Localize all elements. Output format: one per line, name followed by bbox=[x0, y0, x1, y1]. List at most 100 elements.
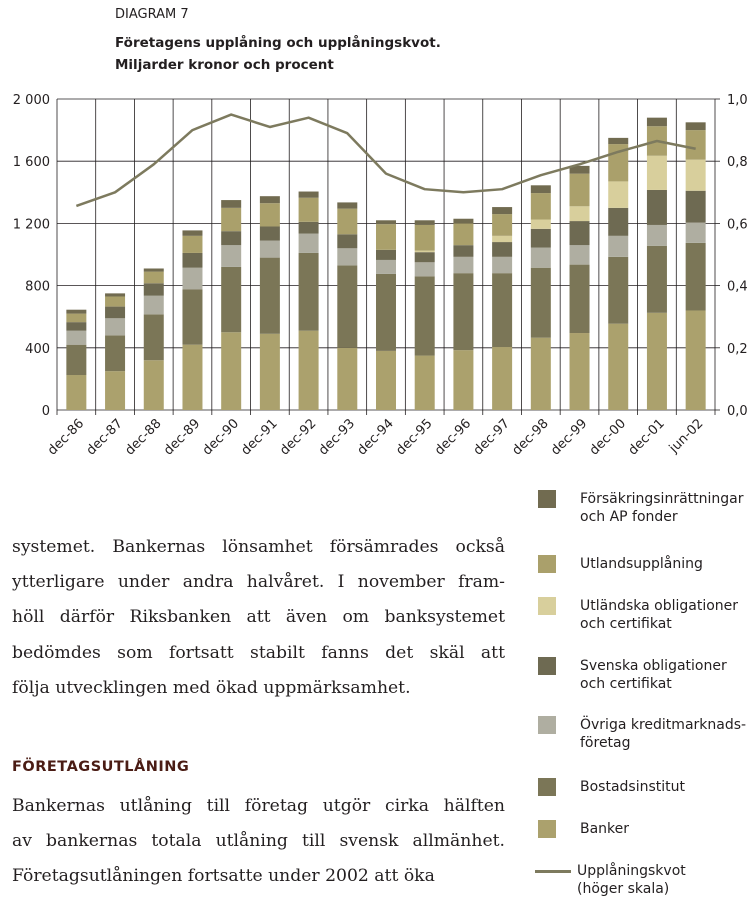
bar-segment bbox=[646, 117, 667, 127]
line-series bbox=[75, 113, 696, 208]
bar-segment bbox=[530, 337, 551, 410]
bar-segment bbox=[492, 347, 513, 410]
bar-segment bbox=[376, 350, 396, 410]
bar-segment bbox=[143, 271, 164, 284]
x-tick-label: dec-96 bbox=[432, 416, 474, 458]
bar-segment bbox=[569, 245, 590, 265]
bar-segment bbox=[105, 306, 126, 319]
x-tick-label: dec-97 bbox=[471, 416, 513, 458]
bar-segment bbox=[608, 323, 629, 410]
legend-label: Svenska obligationer och certifikat bbox=[580, 658, 727, 692]
bar-segment bbox=[492, 273, 513, 348]
bar-segment bbox=[259, 203, 280, 227]
x-tick-label: dec-98 bbox=[509, 416, 551, 458]
y-tick-label: 800 bbox=[25, 280, 50, 295]
bar-segment bbox=[337, 234, 358, 249]
legend-label: Utländska obligationer och certifikat bbox=[580, 598, 739, 632]
bar-segment bbox=[298, 221, 319, 234]
bar-segment bbox=[221, 245, 242, 267]
bar-segment bbox=[530, 185, 551, 194]
bar-segment bbox=[298, 191, 319, 198]
legend-label: Övriga kreditmarknads-företag bbox=[580, 717, 747, 751]
bar-segment bbox=[143, 295, 164, 315]
bar-segment bbox=[221, 207, 242, 232]
bar-segment bbox=[685, 190, 706, 223]
legend-label: Bostadsinstitut bbox=[580, 779, 685, 795]
text-line: bedömdes som fortsatt stabilt fanns det … bbox=[12, 642, 505, 663]
bar-segment bbox=[453, 273, 474, 351]
bar-segment bbox=[414, 262, 435, 277]
legend-label: Upplåningskvot (höger skala) bbox=[577, 863, 686, 897]
bar-segment bbox=[376, 224, 396, 250]
legend-label: Utlandsupplåning bbox=[580, 556, 703, 572]
y2-tick-label: 0,0 bbox=[727, 404, 748, 419]
bar-segment bbox=[221, 266, 242, 333]
x-tick-label: jun-02 bbox=[666, 416, 707, 457]
bar-segment bbox=[608, 256, 629, 324]
text-line: ytterligare under andra halvåret. I nove… bbox=[12, 572, 505, 593]
bar-segment bbox=[646, 224, 667, 246]
legend-item: Upplåningskvot (höger skala) bbox=[535, 862, 750, 898]
x-tick-label: dec-00 bbox=[587, 416, 629, 458]
bar-segment bbox=[182, 289, 203, 345]
y-tick-label: 1 600 bbox=[13, 155, 50, 170]
paragraph: Bankernas utlåning till företag utgör ci… bbox=[12, 789, 505, 895]
legend-label: Försäkringsinrättningar och AP fonder bbox=[580, 491, 744, 525]
legend-line bbox=[535, 870, 571, 873]
bar-segment bbox=[143, 314, 164, 361]
bar-segment bbox=[259, 226, 280, 241]
bar-segment bbox=[105, 371, 126, 410]
legend-item: Försäkringsinrättningar och AP fonder bbox=[538, 490, 753, 526]
chart: DIAGRAM 7 Företagens upplåning och upplå… bbox=[13, 7, 748, 458]
bar-segment bbox=[376, 259, 396, 274]
legend-swatch bbox=[538, 597, 556, 615]
x-tick-label: dec-93 bbox=[316, 416, 358, 458]
legend-label: Banker bbox=[580, 821, 630, 837]
bar-segment bbox=[66, 309, 87, 314]
bar-segment bbox=[685, 310, 706, 410]
bar-segment bbox=[685, 242, 706, 311]
bar-segment bbox=[259, 257, 280, 334]
y-tick-label: 2 000 bbox=[13, 93, 50, 108]
y-tick-label: 1 200 bbox=[13, 217, 50, 232]
bar-segment bbox=[66, 322, 87, 331]
legend-item: Utlandsupplåning bbox=[538, 555, 753, 573]
legend-item: Övriga kreditmarknads-företag bbox=[538, 716, 753, 752]
bar-segment bbox=[414, 355, 435, 410]
bar-segment bbox=[608, 137, 629, 145]
bar-segment bbox=[182, 235, 203, 253]
bar-segment bbox=[569, 173, 590, 207]
legend-swatch bbox=[538, 778, 556, 796]
x-tick-label: dec-90 bbox=[200, 416, 242, 458]
x-tick-label: dec-89 bbox=[161, 416, 203, 458]
x-tick-label: dec-91 bbox=[239, 416, 281, 458]
bar-segment bbox=[492, 235, 513, 243]
bar-segment bbox=[66, 344, 87, 376]
bar-segment bbox=[259, 333, 280, 410]
bar-segment bbox=[337, 248, 358, 266]
y2-tick-label: 0,2 bbox=[727, 342, 748, 357]
bar-segment bbox=[337, 347, 358, 410]
bar-segment bbox=[337, 208, 358, 235]
x-tick-label: dec-92 bbox=[277, 416, 319, 458]
y2-tick-label: 0,6 bbox=[727, 217, 748, 232]
bar-segment bbox=[298, 197, 319, 222]
bar-segment bbox=[608, 207, 629, 236]
bar-segment bbox=[298, 233, 319, 253]
bar-segment bbox=[298, 252, 319, 331]
bar-segment bbox=[608, 181, 629, 208]
bar-segment bbox=[569, 264, 590, 334]
legend-item: Utländska obligationer och certifikat bbox=[538, 597, 753, 633]
legend-swatch bbox=[538, 657, 556, 675]
bar-segment bbox=[414, 224, 435, 251]
bar-segment bbox=[569, 221, 590, 246]
bar-segment bbox=[414, 250, 435, 253]
bar-segment bbox=[492, 242, 513, 257]
legend-swatch bbox=[538, 490, 556, 508]
bar-segment bbox=[376, 273, 396, 351]
x-tick-label: dec-95 bbox=[393, 416, 435, 458]
legend-item: Bostadsinstitut bbox=[538, 778, 753, 796]
bar-segment bbox=[414, 252, 435, 263]
bar-segment bbox=[182, 344, 203, 410]
